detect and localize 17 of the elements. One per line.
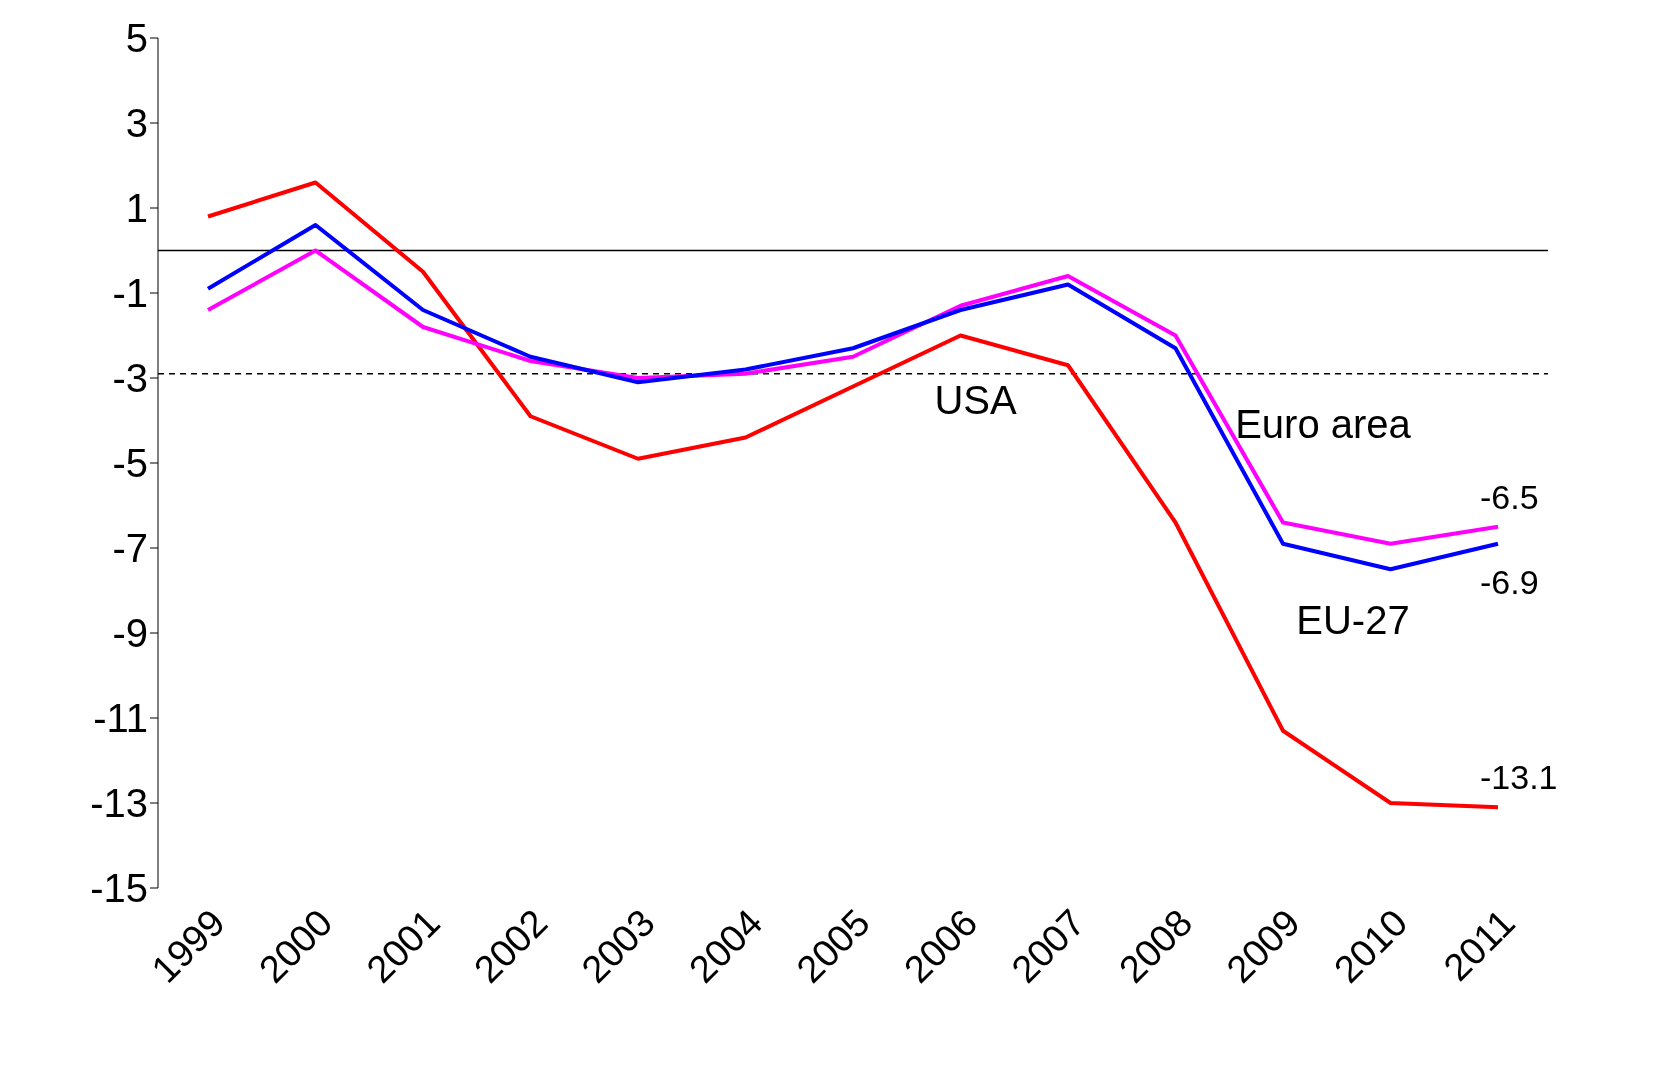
y-tick-label: -3 xyxy=(112,356,148,401)
y-tick-label: -13 xyxy=(90,781,148,826)
y-tick-label: 3 xyxy=(125,101,148,146)
y-tick-label: -5 xyxy=(112,441,148,486)
y-tick-label: -9 xyxy=(112,611,148,656)
y-tick-label: -11 xyxy=(93,696,148,741)
y-tick-label: -7 xyxy=(112,526,148,571)
y-tick-label: -1 xyxy=(112,271,148,316)
series-label: Euro area xyxy=(1235,401,1412,446)
series-label: EU-27 xyxy=(1296,597,1410,642)
y-tick-label: -15 xyxy=(90,866,148,911)
y-tick-label: 1 xyxy=(125,186,148,231)
series-label: USA xyxy=(934,377,1017,422)
data-label: -6.9 xyxy=(1480,562,1539,601)
data-label: -6.5 xyxy=(1480,477,1539,516)
y-tick-label: 5 xyxy=(125,16,148,61)
data-label: -13.1 xyxy=(1480,758,1558,797)
